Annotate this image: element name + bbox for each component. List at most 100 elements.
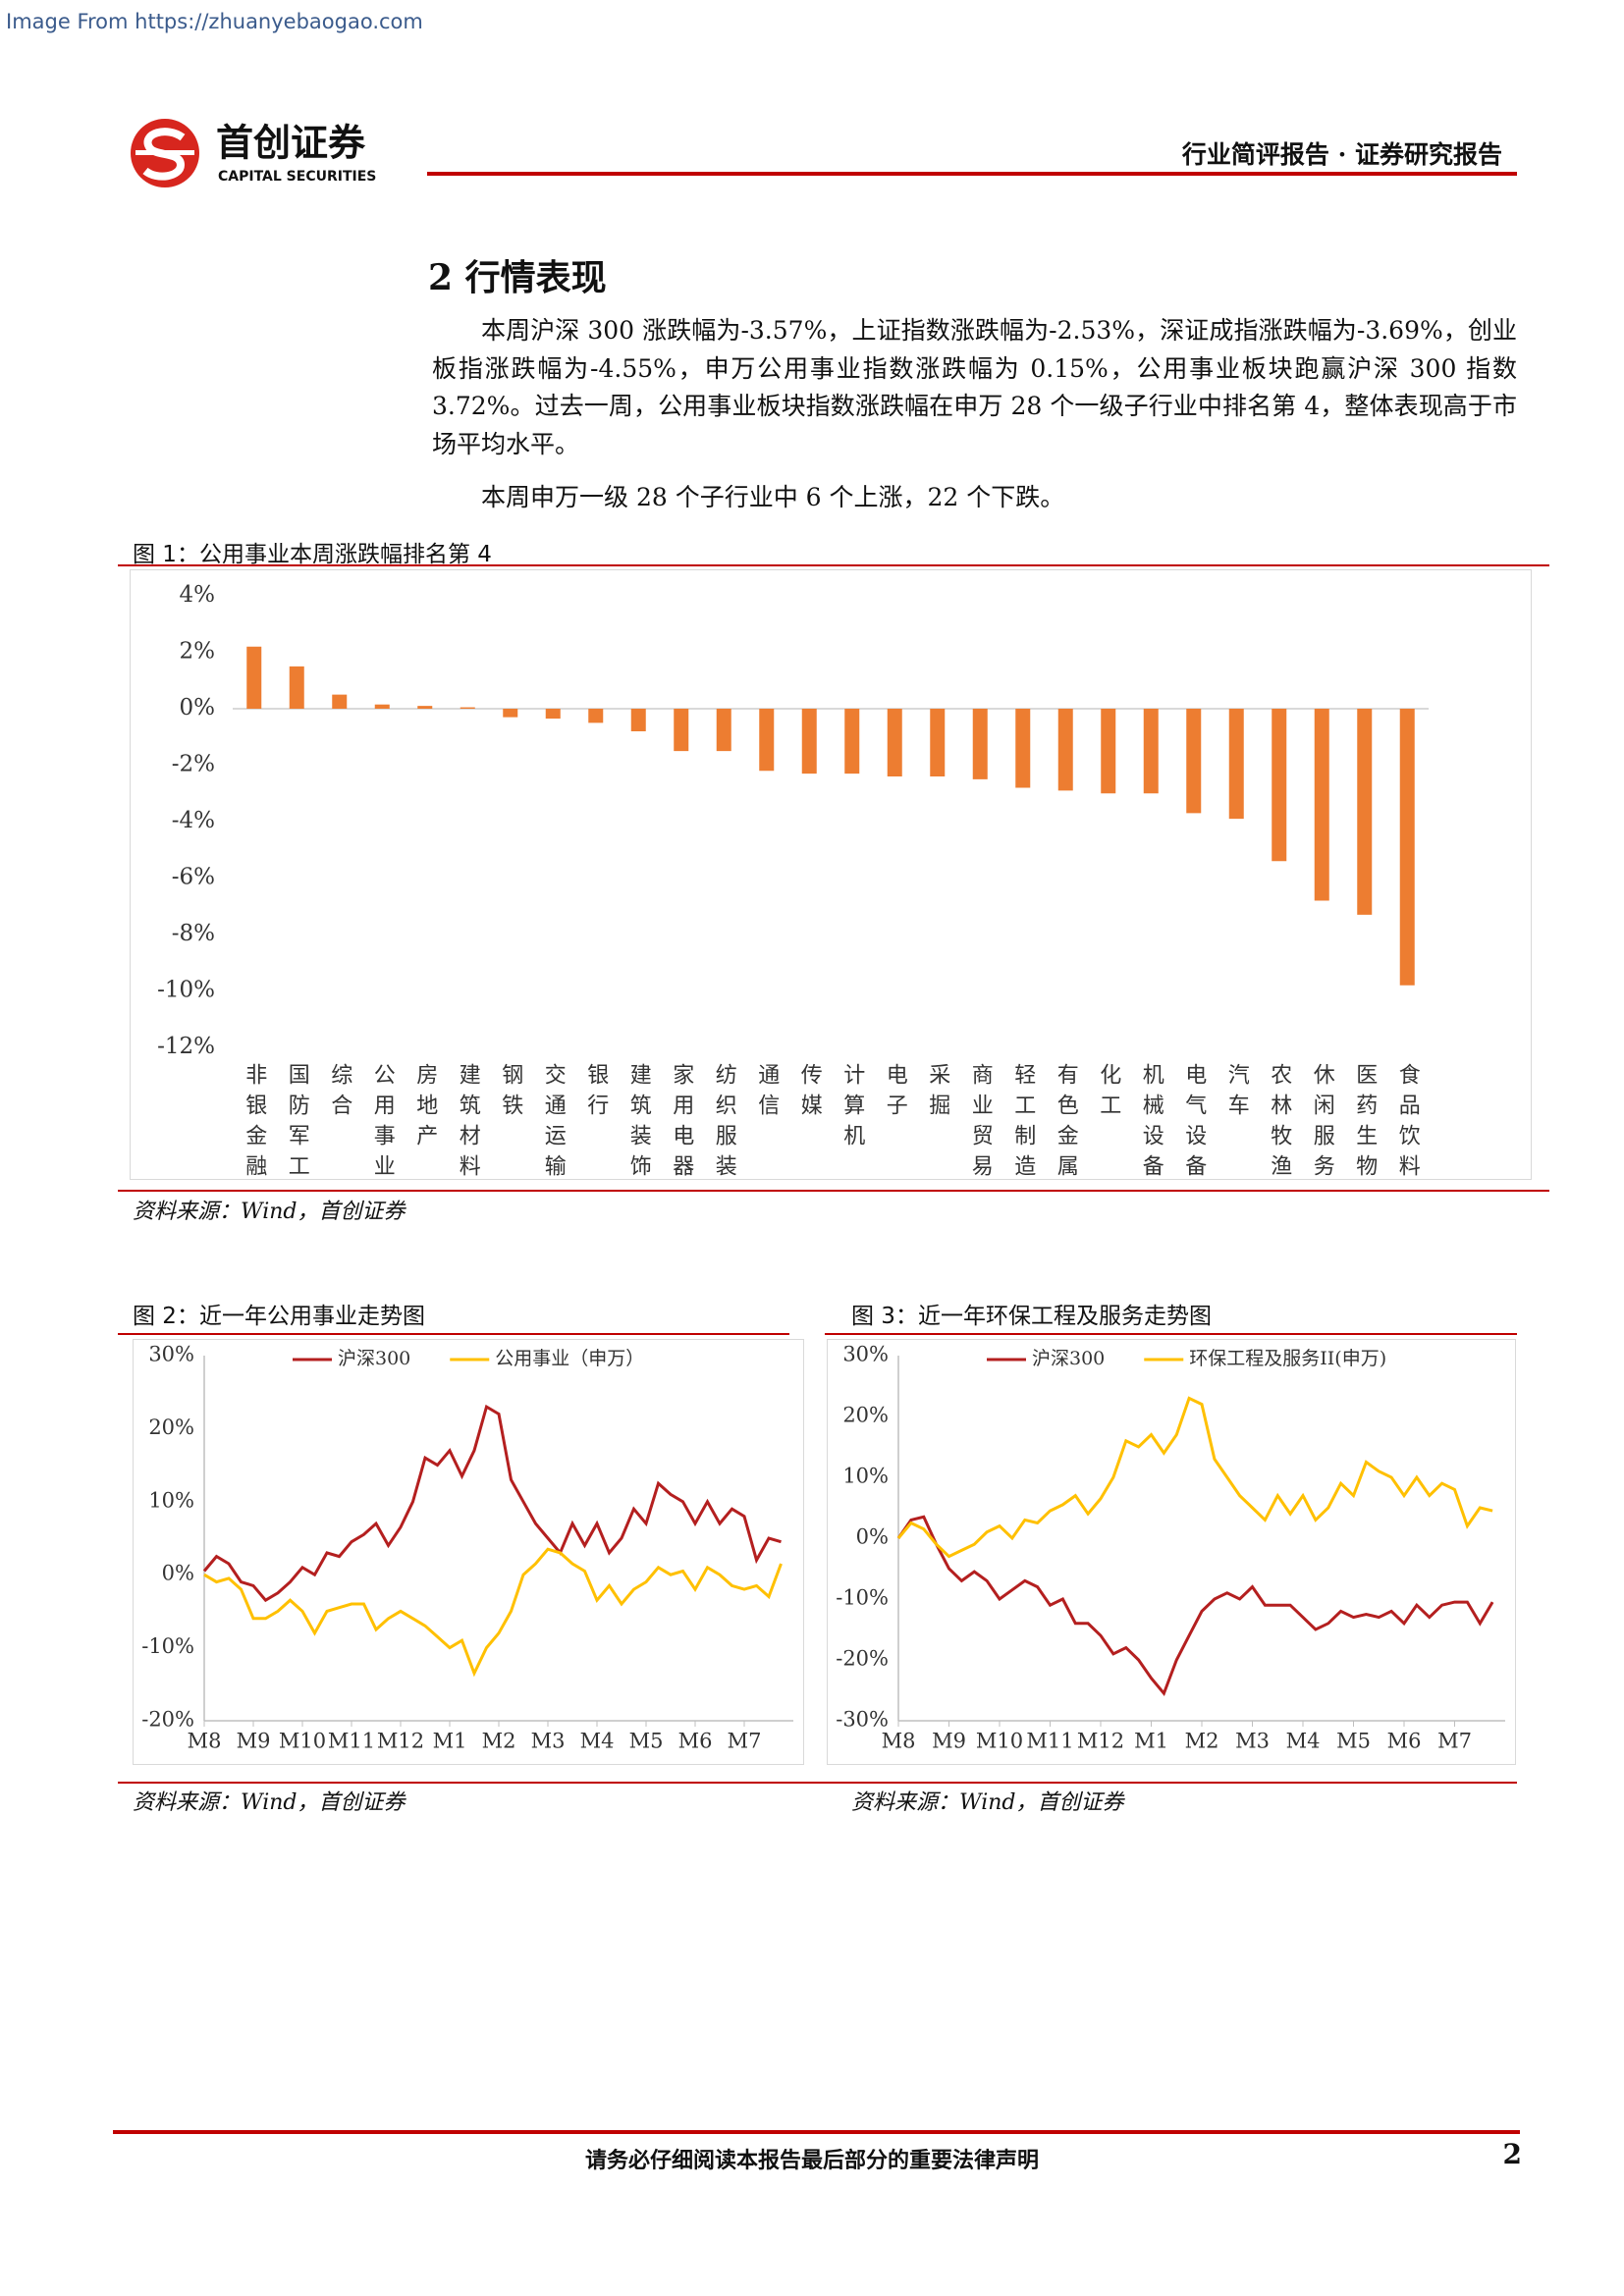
y-tick-label: -20% xyxy=(836,1647,889,1671)
logo-cn: 首创证券 xyxy=(216,122,366,165)
y-tick-label: -10% xyxy=(157,978,215,1003)
figure-rule xyxy=(118,1190,1549,1192)
y-tick-label: 4% xyxy=(180,582,216,608)
bar xyxy=(417,706,433,709)
watermark: Image From https://zhuanyebaogao.com xyxy=(6,10,423,33)
bar xyxy=(503,709,518,718)
y-tick-label: 30% xyxy=(148,1343,194,1366)
y-tick-label: 10% xyxy=(842,1465,889,1488)
bar xyxy=(801,709,817,774)
x-tick-label: 通信 xyxy=(754,1063,780,1124)
legend-label: 沪深300 xyxy=(1032,1348,1105,1369)
x-tick-label: 国防军工 xyxy=(285,1063,309,1180)
series-line xyxy=(203,1547,783,1678)
bar xyxy=(630,709,646,731)
bar xyxy=(1399,709,1415,986)
bar xyxy=(972,709,988,779)
x-tick-label: M1 xyxy=(433,1730,467,1753)
x-tick-label: 食品饮料 xyxy=(1395,1063,1421,1180)
x-tick-label: 汽车 xyxy=(1224,1063,1250,1124)
x-tick-label: M9 xyxy=(932,1730,966,1753)
x-tick-label: 银行 xyxy=(583,1063,609,1124)
bar xyxy=(460,707,475,709)
y-tick-label: -4% xyxy=(172,808,215,833)
y-tick-label: -10% xyxy=(836,1586,889,1610)
logo: 首创证券 CAPITAL SECURITIES xyxy=(131,119,376,187)
y-tick-label: -20% xyxy=(141,1708,194,1732)
figure-caption: 图 3：近一年环保工程及服务走势图 xyxy=(851,1304,1212,1329)
x-tick-label: 商业贸易 xyxy=(968,1063,994,1180)
report-type: 行业简评报告 · 证券研究报告 xyxy=(1181,140,1502,169)
x-tick-label: M5 xyxy=(629,1730,664,1753)
x-tick-label: 钢铁 xyxy=(498,1063,523,1124)
bar xyxy=(844,709,860,774)
series-line xyxy=(896,1515,1494,1697)
bar xyxy=(332,694,348,709)
bar xyxy=(1143,709,1159,794)
bar xyxy=(545,709,561,720)
x-tick-label: 公用事业 xyxy=(370,1063,396,1180)
bar xyxy=(588,709,604,723)
bar xyxy=(1015,709,1031,788)
logo-en: CAPITAL SECURITIES xyxy=(218,169,376,185)
footer-rule xyxy=(113,2130,1520,2134)
x-tick-label: 家用电器 xyxy=(669,1063,694,1180)
bar xyxy=(1228,709,1244,820)
figure-source: 资料来源：Wind，首创证券 xyxy=(851,1790,1124,1815)
x-tick-label: M12 xyxy=(377,1730,424,1753)
bar xyxy=(930,709,946,776)
x-tick-label: 传媒 xyxy=(797,1063,823,1124)
bar xyxy=(1357,709,1373,915)
x-tick-label: 机械设备 xyxy=(1139,1063,1164,1180)
x-tick-label: M6 xyxy=(1387,1730,1422,1753)
y-tick-label: 0% xyxy=(180,695,216,721)
y-tick-label: 0% xyxy=(856,1525,889,1549)
figure-source: 资料来源：Wind，首创证券 xyxy=(133,1200,406,1224)
x-tick-label: M5 xyxy=(1336,1730,1371,1753)
bar xyxy=(1314,709,1329,901)
y-tick-label: -6% xyxy=(172,865,215,890)
x-tick-label: 休闲服务 xyxy=(1310,1063,1335,1180)
x-tick-label: M11 xyxy=(1026,1730,1073,1753)
y-tick-label: 0% xyxy=(162,1562,194,1585)
bar-chart: 4% 2% 0% -2% -4% -6% -8% -10% -12% 非银金融 国防军工 综合 公用事业… xyxy=(130,569,1532,1180)
x-tick-label: M2 xyxy=(1185,1730,1219,1753)
y-tick-label: 30% xyxy=(842,1343,889,1366)
x-tick-label: M10 xyxy=(976,1730,1023,1753)
figure-caption: 图 2：近一年公用事业走势图 xyxy=(133,1304,425,1329)
x-tick-label: M4 xyxy=(1286,1730,1321,1753)
x-tick-label: 非银金融 xyxy=(242,1063,267,1180)
x-tick-label: 计算机 xyxy=(839,1063,865,1154)
x-tick-label: M4 xyxy=(580,1730,615,1753)
x-tick-label: 农林牧渔 xyxy=(1267,1063,1292,1180)
bar xyxy=(674,709,689,752)
x-tick-label: 建筑材料 xyxy=(456,1063,481,1180)
series-line xyxy=(202,1404,782,1603)
y-tick-label: -30% xyxy=(836,1708,889,1732)
y-tick-label: -8% xyxy=(172,921,215,946)
x-tick-label: 医药生物 xyxy=(1352,1063,1378,1180)
figure-rule xyxy=(118,1333,789,1335)
x-tick-label: 化工 xyxy=(1096,1063,1121,1124)
x-tick-label: M8 xyxy=(188,1730,222,1753)
x-tick-label: 建筑装饰 xyxy=(626,1063,652,1180)
bar xyxy=(1272,709,1287,862)
bar xyxy=(1057,709,1073,791)
x-tick-label: 采掘 xyxy=(925,1063,950,1124)
legend-label: 沪深300 xyxy=(338,1348,410,1369)
x-tick-label: M3 xyxy=(531,1730,566,1753)
x-tick-label: M3 xyxy=(1235,1730,1270,1753)
figure-source: 资料来源：Wind，首创证券 xyxy=(133,1790,406,1815)
x-tick-label: M8 xyxy=(882,1730,916,1753)
y-tick-label: -2% xyxy=(172,752,215,777)
x-tick-label: M9 xyxy=(237,1730,271,1753)
bar xyxy=(759,709,775,772)
figure-caption: 图 1：公用事业本周涨跌幅排名第 4 xyxy=(133,542,492,567)
footer-disclaimer: 请务必仔细阅读本报告最后部分的重要法律声明 xyxy=(584,2148,1039,2173)
bar xyxy=(716,709,731,752)
figure-rule xyxy=(825,1333,1517,1335)
y-tick-label: 20% xyxy=(148,1415,194,1439)
x-tick-label: 电子 xyxy=(883,1063,907,1124)
x-tick-label: 电气设备 xyxy=(1181,1063,1207,1180)
